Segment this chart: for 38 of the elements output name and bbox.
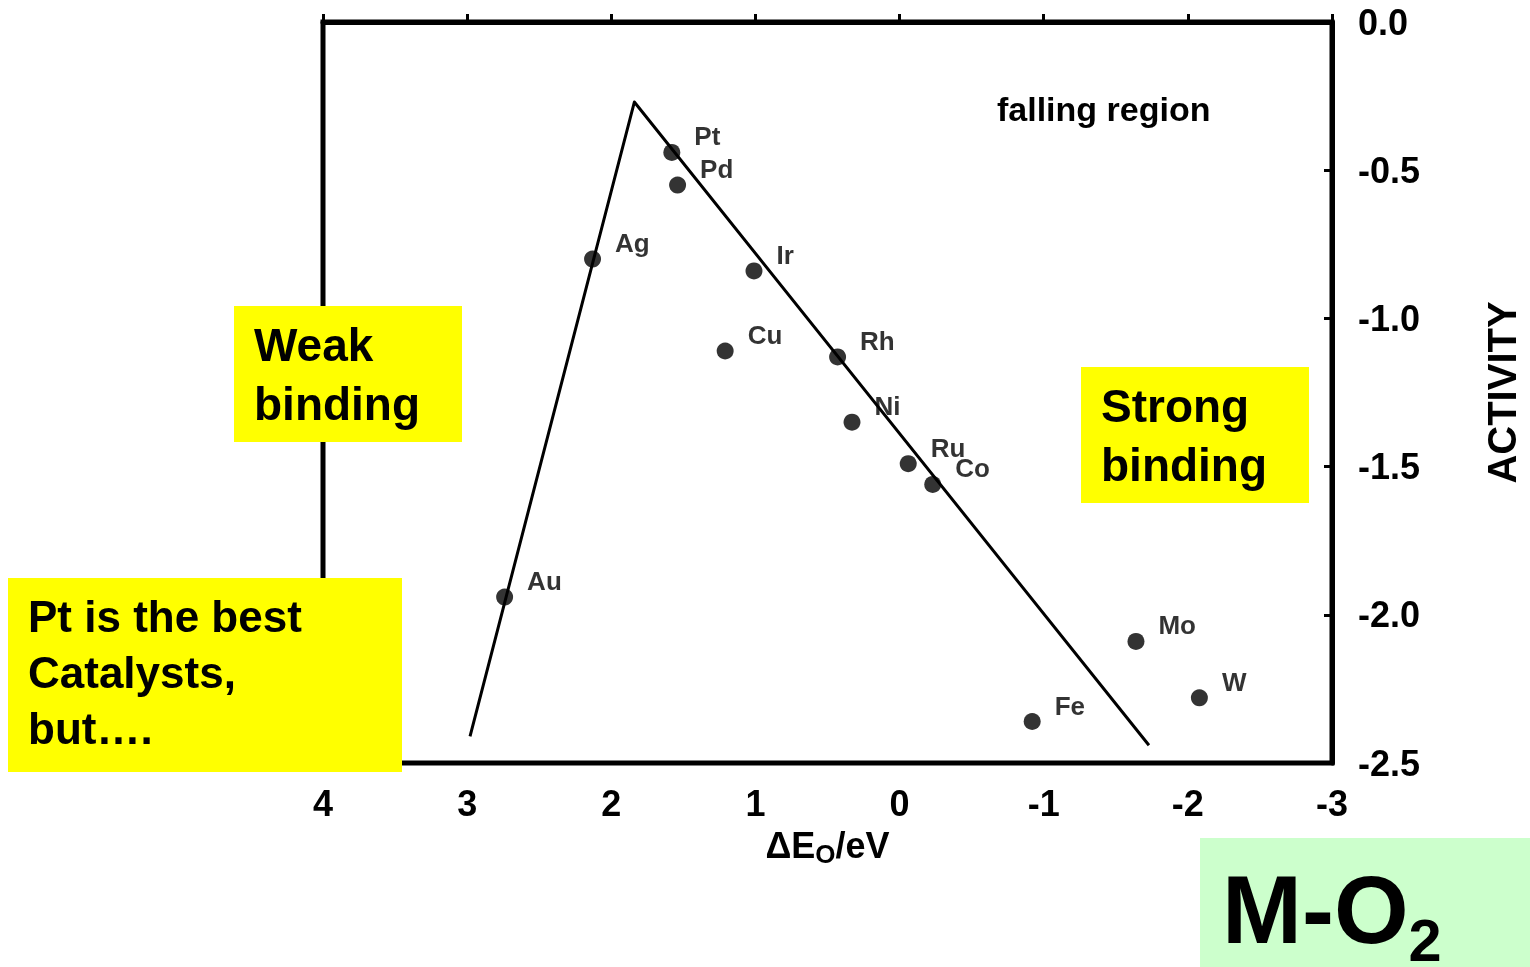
x-tick-label: 1 xyxy=(745,782,766,824)
x-tick-label: -1 xyxy=(1027,782,1060,824)
data-label: Ag xyxy=(615,228,650,259)
x-tick-label: 4 xyxy=(312,782,334,824)
x-tick-label: 2 xyxy=(601,782,622,824)
annotation: falling region xyxy=(997,90,1211,128)
x-tick-label: 3 xyxy=(457,782,478,824)
annotation: Weak binding xyxy=(254,319,421,431)
point xyxy=(899,455,917,473)
data-label: Ir xyxy=(776,239,794,270)
data-label: Fe xyxy=(1054,690,1086,721)
x-tick-label: -3 xyxy=(1315,782,1349,824)
point xyxy=(1127,632,1145,650)
point xyxy=(669,176,687,194)
point xyxy=(1190,689,1208,707)
data-label: Pd xyxy=(700,154,734,185)
data-label: Cu xyxy=(747,320,783,350)
data-label: Au xyxy=(527,566,562,597)
y-tick-label: 0.0 xyxy=(1358,1,1409,43)
point xyxy=(745,262,763,280)
data-label: Ni xyxy=(874,391,901,422)
y-axis-title: ACTIVITY xyxy=(1480,301,1524,484)
y-tick-label: -2.5 xyxy=(1358,742,1421,784)
annotation: Strong binding xyxy=(1101,380,1268,492)
x-tick-label: -2 xyxy=(1171,782,1204,824)
point xyxy=(716,342,734,360)
point xyxy=(1023,713,1041,730)
y-tick-label: -1.0 xyxy=(1358,297,1421,339)
data-label: Rh xyxy=(860,325,895,356)
y-tick-label: -1.5 xyxy=(1358,446,1421,488)
point xyxy=(843,413,861,431)
data-label: Pt xyxy=(694,121,721,152)
data-label: Mo xyxy=(1158,610,1197,641)
data-label: W xyxy=(1221,666,1247,697)
y-tick-label: -2.0 xyxy=(1358,594,1421,636)
y-tick-label: -0.5 xyxy=(1358,149,1421,191)
text: Pt is the best Catalysts, but…. xyxy=(28,591,315,754)
x-tick-label: 0 xyxy=(889,782,910,824)
